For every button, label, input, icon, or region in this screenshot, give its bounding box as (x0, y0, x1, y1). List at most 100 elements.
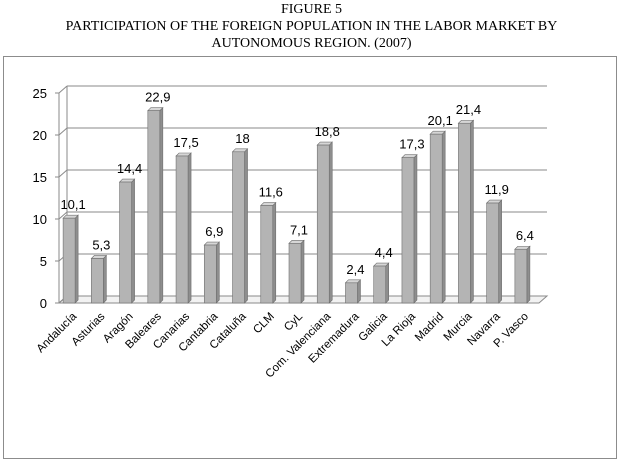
bar-front (147, 110, 161, 304)
bar-side (300, 239, 305, 304)
x-tick-label: CLM (251, 311, 277, 337)
data-label: 14,4 (117, 161, 142, 176)
bar-front (429, 133, 443, 304)
bar-front (260, 205, 274, 304)
bar-14 (457, 119, 475, 304)
bar-top (175, 152, 192, 157)
bar-top (316, 141, 333, 146)
bar-side (470, 119, 474, 304)
data-label: 17,5 (173, 135, 198, 150)
bar-13 (429, 130, 446, 304)
bar-side (244, 148, 248, 304)
data-label: 2,4 (346, 262, 364, 277)
data-label: 11,6 (259, 185, 283, 200)
data-labels: 10,1 5,3 14,4 22,9 17,5 6,9 18 11,6 7,1 18,8 2,4 4,… (60, 90, 533, 277)
bar-top (118, 178, 136, 183)
data-label: 17,3 (399, 137, 424, 152)
data-label: 11,9 (484, 182, 508, 197)
bar-16 (514, 245, 531, 304)
x-tick-label: Madrid (413, 311, 446, 344)
bar-5 (203, 241, 221, 304)
data-label: 20,1 (428, 113, 453, 128)
y-tick-label: 15 (33, 170, 47, 185)
data-label: 18 (235, 131, 249, 146)
bar-4 (175, 152, 192, 304)
bar-front (175, 155, 189, 304)
bar-front (514, 248, 528, 304)
x-tick-label: Extremadura (307, 310, 362, 365)
bar-side (413, 153, 418, 304)
bar-side (328, 141, 333, 304)
figure-title-line-1: PARTICIPATION OF THE FOREIGN POPULATION … (65, 19, 558, 34)
bar-top (203, 241, 221, 246)
y-tick-label: 20 (33, 128, 47, 143)
figure-title-line-2: AUTONOMOUS REGION. (2007) (211, 36, 412, 51)
bar-top (90, 255, 108, 259)
bar-top (485, 199, 503, 204)
x-tick-label: CyL (282, 310, 305, 333)
bar-top (62, 214, 79, 219)
y-tick-label: 0 (40, 296, 47, 311)
chart-frame: 0 5 10 15 20 25 10,1 5,3 14,4 22,9 17,5 6,9 18 11,6 7… (3, 56, 617, 459)
bar-front (62, 217, 76, 304)
bar-top (514, 245, 531, 250)
data-label: 18,8 (315, 124, 340, 139)
bar-front (345, 282, 358, 304)
bar-top (147, 107, 164, 111)
bar-side (103, 254, 107, 304)
bar-top (231, 148, 249, 153)
y-tick-label: 25 (33, 86, 47, 101)
bar-3 (147, 106, 164, 304)
data-label: 6,9 (205, 224, 223, 239)
bar-front (458, 122, 471, 304)
bar-15 (485, 199, 503, 304)
bar-side (272, 201, 277, 304)
bar-12 (401, 153, 418, 304)
bar-side (385, 262, 390, 304)
bar-top (457, 119, 475, 124)
bar-top (260, 202, 277, 206)
bar-top (344, 279, 362, 284)
bar-side (159, 106, 164, 304)
figure-label: FIGURE 5 (280, 2, 343, 17)
bar-front (373, 265, 387, 304)
bar-side (131, 178, 135, 304)
bar-side (215, 241, 220, 304)
bar-front (91, 258, 104, 304)
bar-front (288, 243, 302, 304)
bar-front (203, 244, 217, 304)
bar-6 (231, 148, 249, 304)
data-label: 10,1 (60, 197, 85, 212)
bar-front (119, 181, 132, 304)
bar-10 (344, 279, 362, 304)
bar-11 (372, 262, 390, 304)
bar-side (498, 199, 502, 304)
bar-front (401, 157, 415, 304)
gridline-depth (58, 85, 68, 94)
bar-1 (90, 254, 108, 304)
bar-side (74, 214, 79, 304)
bar-chart: 0 5 10 15 20 25 10,1 5,3 14,4 22,9 17,5 6,9 18 11,6 7… (33, 85, 549, 380)
bars (62, 106, 531, 304)
data-label: 22,9 (145, 90, 170, 105)
x-tick-label: Andalucía (35, 310, 80, 355)
data-label: 7,1 (290, 222, 308, 237)
bar-side (357, 279, 361, 304)
data-label: 5,3 (92, 237, 110, 252)
bar-7 (260, 201, 277, 304)
bar-2 (118, 178, 136, 304)
bar-top (288, 240, 305, 244)
bar-front (486, 202, 499, 304)
bar-side (441, 130, 446, 304)
y-tick-label: 5 (40, 254, 47, 269)
bar-top (429, 130, 446, 135)
bar-top (401, 154, 418, 158)
y-tick-label: 10 (33, 212, 47, 227)
bar-9 (316, 141, 333, 304)
bar-front (316, 144, 330, 304)
bar-0 (62, 214, 79, 304)
data-label: 21,4 (456, 102, 481, 117)
bar-side (526, 245, 531, 304)
bar-front (232, 151, 245, 304)
bar-top (372, 262, 390, 267)
